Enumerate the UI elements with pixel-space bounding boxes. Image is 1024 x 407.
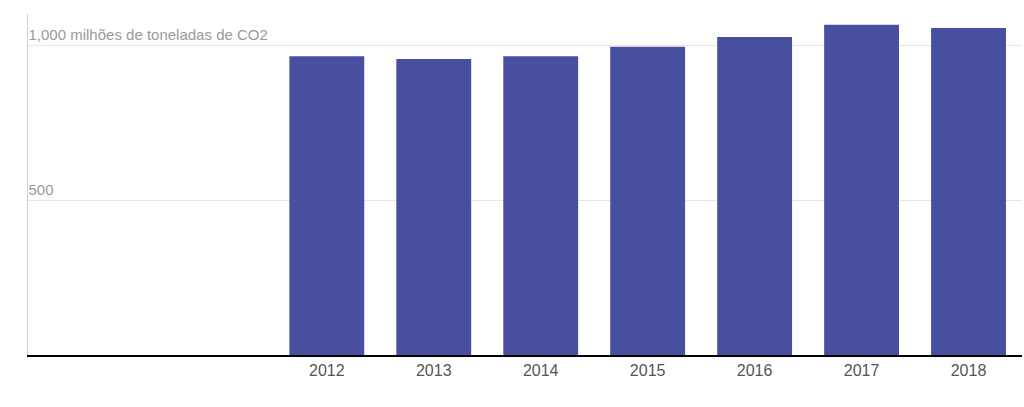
- svg-text:2012: 2012: [309, 362, 345, 379]
- svg-text:2018: 2018: [951, 362, 987, 379]
- svg-text:2015: 2015: [630, 362, 666, 379]
- svg-text:2016: 2016: [737, 362, 773, 379]
- svg-text:1,000 milhões de toneladas de: 1,000 milhões de toneladas de CO2: [29, 26, 268, 43]
- svg-text:2017: 2017: [844, 362, 880, 379]
- svg-text:2014: 2014: [523, 362, 559, 379]
- svg-text:2013: 2013: [416, 362, 452, 379]
- svg-text:500: 500: [29, 181, 54, 198]
